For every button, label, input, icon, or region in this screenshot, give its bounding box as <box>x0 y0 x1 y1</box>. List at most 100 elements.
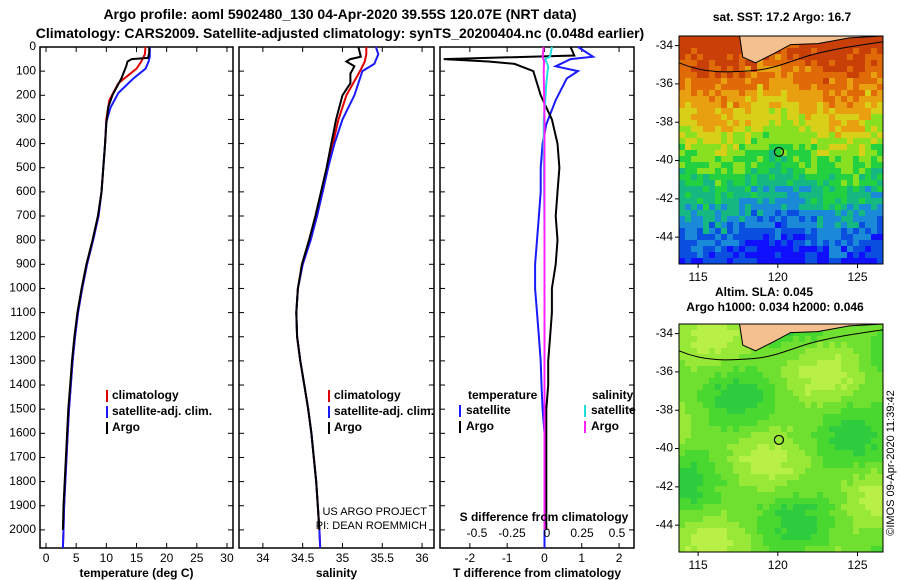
sla-map-cell <box>781 534 787 540</box>
sla-map-cell <box>871 534 877 540</box>
sla-map-cell <box>859 474 865 480</box>
sla-map-cell <box>877 456 883 462</box>
sla-map-cell <box>727 456 733 462</box>
sst-map-cell <box>679 36 685 42</box>
sst-map-cell <box>817 156 823 162</box>
sst-map-cell <box>685 222 691 228</box>
sst-map-cell <box>769 186 775 192</box>
sla-map-cell <box>823 342 829 348</box>
sst-map-cell <box>739 210 745 216</box>
sst-map-cell <box>679 156 685 162</box>
sst-map-cell <box>787 222 793 228</box>
sla-map-cell <box>709 342 715 348</box>
sst-map-cell <box>775 216 781 222</box>
sla-map-cell <box>697 510 703 516</box>
sla-map-cell <box>805 498 811 504</box>
sla-map-cell <box>799 462 805 468</box>
sla-map-cell <box>871 474 877 480</box>
sst-map-cell <box>793 234 799 240</box>
sla-map-cell <box>721 462 727 468</box>
sla-map-cell <box>781 366 787 372</box>
sst-map-cell <box>739 54 745 60</box>
sla-map-cell <box>691 330 697 336</box>
sst-map-cell <box>871 228 877 234</box>
sla-map-cell <box>781 396 787 402</box>
sst-map-cell <box>739 150 745 156</box>
sst-map-cell <box>739 192 745 198</box>
sla-map-land <box>738 323 884 352</box>
sla-map-cell <box>781 438 787 444</box>
sla-map-cell <box>745 420 751 426</box>
sla-map-cell <box>751 402 757 408</box>
sla-map-cell <box>763 486 769 492</box>
sst-map-cell <box>757 144 763 150</box>
sst-map-cell <box>793 60 799 66</box>
sst-map-cell <box>709 150 715 156</box>
sla-map-cell <box>793 462 799 468</box>
sst-map-cell <box>799 216 805 222</box>
sla-map-cell <box>871 390 877 396</box>
sla-map-cell <box>799 540 805 546</box>
sla-map-cell <box>817 330 823 336</box>
sla-map-cell <box>763 402 769 408</box>
sla-map-cell <box>691 492 697 498</box>
sla-map-cell <box>745 414 751 420</box>
sst-map-cell <box>733 42 739 48</box>
sst-map-cell <box>679 204 685 210</box>
sla-map-cell <box>757 528 763 534</box>
sla-map-cell <box>727 516 733 522</box>
sla-map-cell <box>847 492 853 498</box>
sla-map-cell <box>775 474 781 480</box>
sla-map-cell <box>841 462 847 468</box>
sla-map-cell <box>727 378 733 384</box>
sla-map-cell <box>805 378 811 384</box>
sla-map-cell <box>799 510 805 516</box>
sst-map-cell <box>865 252 871 258</box>
sst-map-cell <box>733 84 739 90</box>
sla-map-lat-label: -36 <box>656 364 674 378</box>
sla-map-cell <box>823 492 829 498</box>
sla-map-cell <box>685 462 691 468</box>
sla-map-cell <box>859 516 865 522</box>
sst-map-cell <box>793 150 799 156</box>
sst-map-cell <box>691 210 697 216</box>
sst-map-cell <box>805 186 811 192</box>
sst-map-cell <box>733 150 739 156</box>
sst-map-cell <box>793 180 799 186</box>
sla-map-cell <box>733 516 739 522</box>
sst-map-cell <box>817 144 823 150</box>
sst-map-cell <box>769 156 775 162</box>
sst-map-cell <box>721 84 727 90</box>
sst-map-cell <box>709 60 715 66</box>
sst-map-cell <box>709 216 715 222</box>
sla-map-cell <box>727 366 733 372</box>
sst-map-cell <box>817 168 823 174</box>
sst-map-cell <box>727 252 733 258</box>
sst-map-cell <box>745 258 751 264</box>
sst-map-cell <box>703 90 709 96</box>
sla-map-cell <box>841 408 847 414</box>
sla-map-cell <box>787 468 793 474</box>
sst-map-cell <box>877 234 883 240</box>
sst-map-cell <box>805 258 811 264</box>
sst-map-cell <box>691 162 697 168</box>
sst-map-cell <box>787 234 793 240</box>
sst-map-cell <box>769 222 775 228</box>
sst-map-cell <box>757 234 763 240</box>
sla-map-cell <box>835 528 841 534</box>
sst-map-cell <box>781 126 787 132</box>
sla-map-cell <box>823 330 829 336</box>
sst-map-cell <box>739 222 745 228</box>
sla-map-cell <box>757 498 763 504</box>
sst-map-cell <box>871 60 877 66</box>
sst-map-cell <box>847 180 853 186</box>
sla-map-cell <box>727 444 733 450</box>
depth-tick-label: 1000 <box>9 281 36 295</box>
sla-map-cell <box>859 438 865 444</box>
sla-map-cell <box>799 396 805 402</box>
sla-map-cell <box>829 330 835 336</box>
difference-top-tick: -0.5 <box>467 526 488 540</box>
sst-map-cell <box>679 180 685 186</box>
sla-map-cell <box>811 516 817 522</box>
temperature-xtick-label: 5 <box>73 551 80 565</box>
